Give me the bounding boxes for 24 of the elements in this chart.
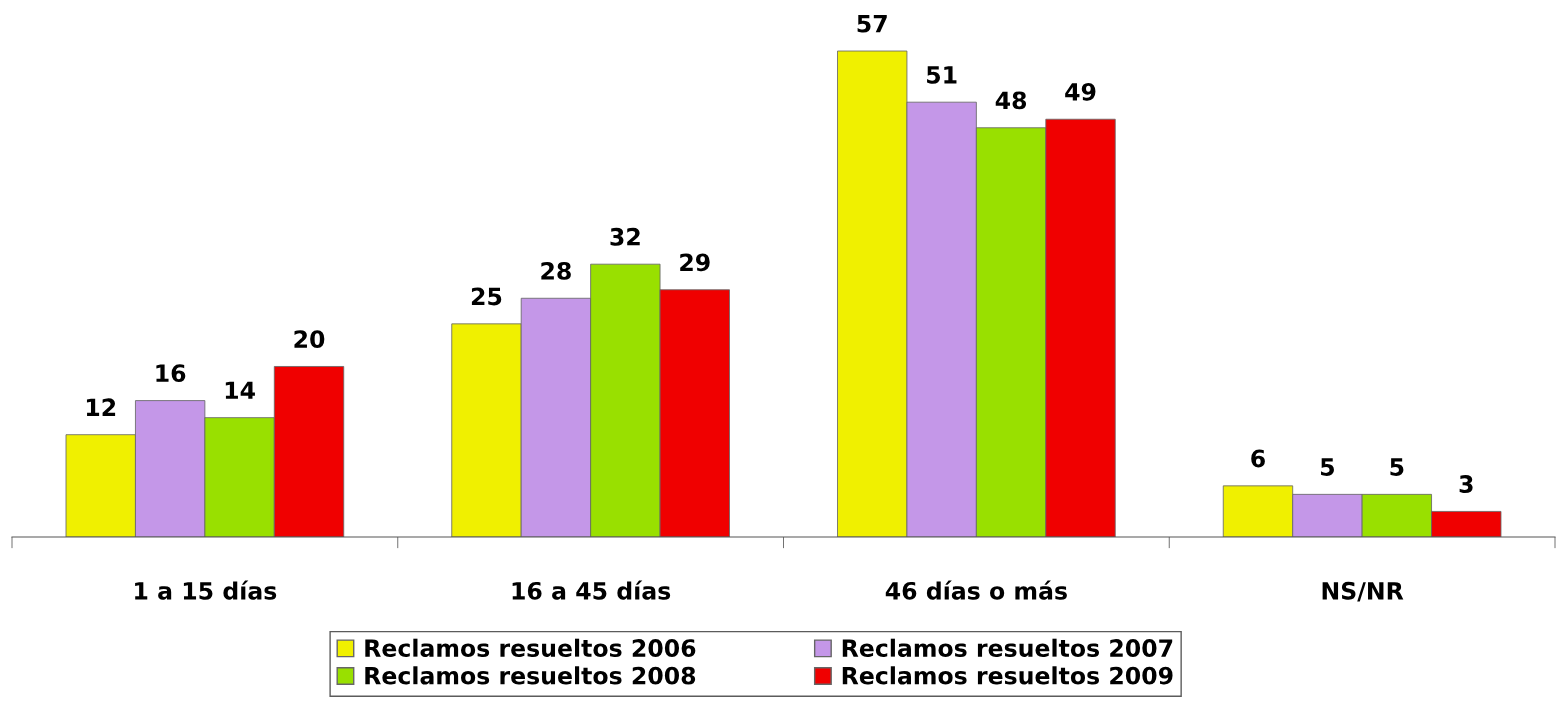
x-tick-label: 1 a 15 días <box>135 580 277 600</box>
legend-label: Reclamos resueltos 2007 <box>842 638 1173 657</box>
x-tick-label: NS/NR <box>1322 581 1404 602</box>
data-label: 32 <box>610 227 640 246</box>
data-label: 49 <box>1065 82 1096 101</box>
data-label: 6 <box>1251 449 1265 468</box>
data-label: 48 <box>995 91 1027 110</box>
legend-label: Reclamos resueltos 2008 <box>365 666 696 685</box>
data-label: 14 <box>225 381 255 399</box>
legend-label: Reclamos resueltos 2006 <box>365 638 696 657</box>
legend-label: Reclamos resueltos 2009 <box>842 666 1173 685</box>
data-label: 16 <box>156 364 186 383</box>
x-tick-label: 16 a 45 días <box>512 580 671 600</box>
x-tick-label: 46 días o más <box>885 580 1067 600</box>
data-label: 25 <box>471 287 502 306</box>
data-label: 57 <box>857 15 887 33</box>
data-label: 29 <box>680 253 710 272</box>
data-label: 28 <box>541 261 571 280</box>
data-label: 20 <box>294 330 325 349</box>
data-label: 12 <box>86 398 116 416</box>
data-label: 51 <box>927 66 957 84</box>
data-label: 3 <box>1459 475 1473 493</box>
data-label: 5 <box>1321 458 1334 476</box>
data-label: 5 <box>1390 458 1404 476</box>
